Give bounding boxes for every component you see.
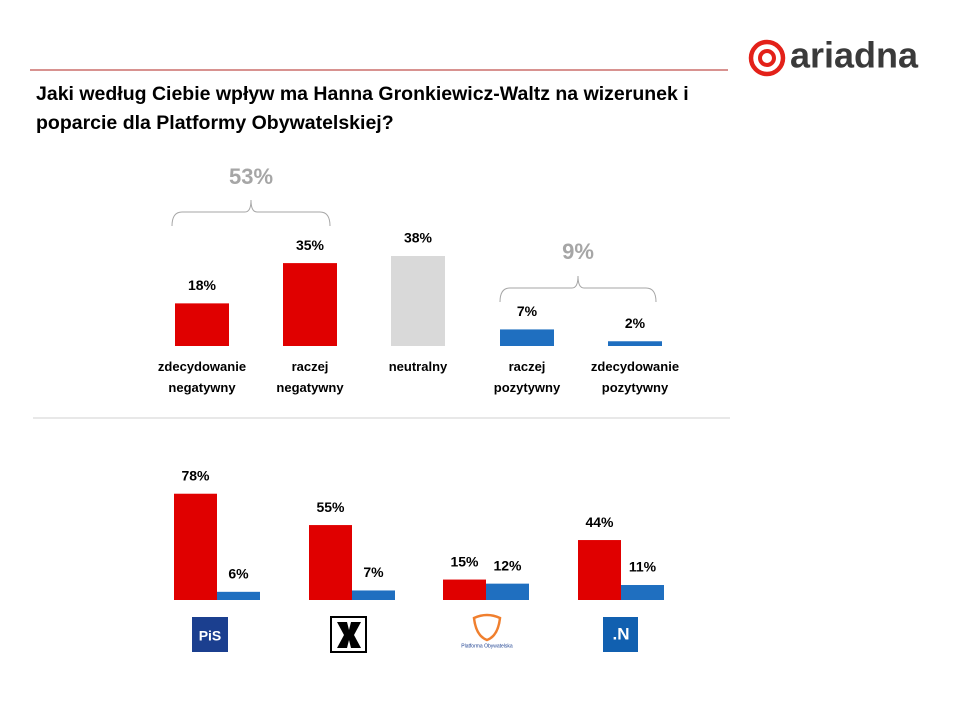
bar (621, 585, 664, 600)
bar (175, 303, 229, 346)
logo-text: ariadna (790, 35, 919, 76)
logo-po: Platforma Obywatelska (461, 613, 513, 649)
logo-n: .N (603, 617, 638, 652)
annotation: 9% (562, 239, 594, 264)
value-label: 2% (625, 315, 646, 331)
category-label: Platforma Obywatelska (461, 643, 513, 649)
logo: ariadna (748, 35, 919, 77)
annotation: 53% (229, 164, 273, 189)
value-label: 35% (296, 237, 325, 253)
value-label: 11% (629, 559, 657, 575)
category-label: raczej negatywny (276, 359, 344, 395)
logo-kukiz (330, 616, 367, 653)
category-label: raczej pozytywny (493, 359, 561, 395)
value-label: 7% (363, 564, 384, 580)
bar (443, 579, 486, 600)
value-label: 6% (228, 566, 249, 582)
bar (174, 493, 217, 600)
bar (217, 591, 260, 600)
category-label: zdecydowanie pozytywny (590, 359, 680, 395)
value-label: 12% (493, 557, 522, 573)
logo-pis: PiS (192, 617, 228, 652)
bar (309, 525, 352, 600)
value-label: 7% (517, 303, 538, 319)
value-label: 44% (585, 514, 614, 530)
category-label: neutralny (388, 359, 448, 374)
category-label: PiS (199, 628, 222, 644)
bar (578, 540, 621, 600)
bar (608, 341, 662, 346)
value-label: 18% (188, 277, 217, 293)
value-label: 15% (450, 553, 479, 569)
title: Jaki według Ciebie wpływ ma Hanna Gronki… (36, 83, 689, 134)
bar (391, 256, 445, 346)
bracket (499, 275, 657, 303)
bar (352, 590, 395, 600)
bracket (171, 199, 331, 227)
value-label: 38% (404, 230, 433, 246)
category-label: zdecydowanie negatywny (157, 359, 247, 395)
bar (283, 263, 337, 346)
value-label: 78% (181, 467, 210, 483)
bar (500, 329, 554, 346)
category-label: .N (613, 624, 630, 643)
value-label: 55% (316, 499, 345, 515)
bar (486, 583, 529, 600)
